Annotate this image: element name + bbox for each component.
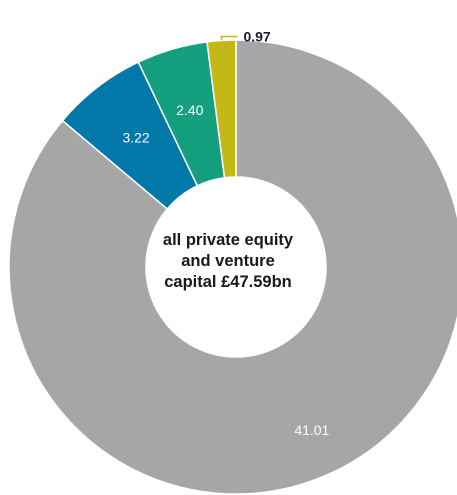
center-label: all private equity and venture capital £…	[128, 230, 328, 293]
slice-label-2.40: 2.40	[176, 102, 203, 118]
center-label-line-1: all private equity	[162, 231, 294, 249]
slice-label-41.01: 41.01	[294, 422, 329, 438]
donut-slice-0.97	[206, 39, 237, 179]
center-label-line-2: and venture	[181, 252, 275, 270]
slice-label-0.97: 0.97	[243, 28, 270, 44]
donut-slices	[8, 39, 457, 495]
callout-line-0.97	[220, 35, 238, 41]
donut-slice-41.01	[8, 39, 457, 495]
center-label-line-3: capital £47.59bn	[164, 273, 292, 291]
slice-label-3.22: 3.22	[122, 130, 149, 146]
slice-labels: 41.01 3.22 2.40 0.97	[122, 28, 329, 438]
